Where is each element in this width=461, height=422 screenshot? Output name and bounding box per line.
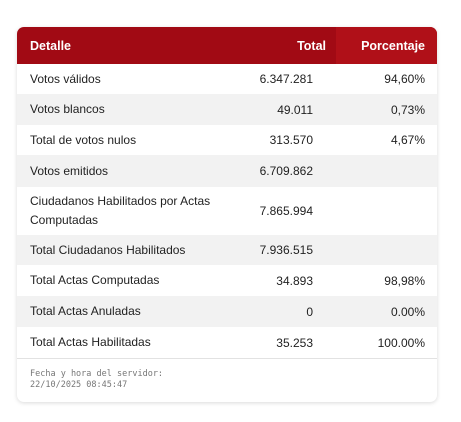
row-total: 7.936.515 bbox=[259, 243, 313, 257]
server-timestamp-value: 22/10/2025 08:45:47 bbox=[30, 380, 128, 390]
header-detail[interactable]: Detalle bbox=[30, 38, 71, 53]
row-total: 7.865.994 bbox=[259, 204, 313, 218]
table-row: Total Actas Computadas 34.893 98,98% bbox=[17, 265, 437, 296]
row-total: 6.709.862 bbox=[259, 164, 313, 178]
row-percent: 4,67% bbox=[390, 133, 425, 147]
row-total: 49.011 bbox=[277, 102, 313, 117]
table-row: Total Ciudadanos Habilitados 7.936.515 bbox=[17, 235, 437, 265]
row-total: 6.347.281 bbox=[259, 72, 313, 86]
header-total[interactable]: Total bbox=[297, 38, 326, 53]
table-header: Detalle Total Porcentaje bbox=[17, 27, 437, 64]
results-table-card: Detalle Total Porcentaje Votos válidos 6… bbox=[17, 27, 437, 402]
row-total: 34.893 bbox=[276, 273, 313, 288]
table-row: Votos válidos 6.347.281 94,60% bbox=[17, 64, 437, 94]
row-label: Votos blancos bbox=[30, 102, 105, 116]
table-row: Votos blancos 49.011 0,73% bbox=[17, 94, 437, 125]
table-row: Total de votos nulos 313.570 4,67% bbox=[17, 125, 437, 155]
table-row: Total Actas Habilitadas 35.253 100.00% bbox=[17, 327, 437, 358]
row-label: Total Ciudadanos Habilitados bbox=[30, 242, 186, 257]
row-label: Total Actas Computadas bbox=[30, 273, 160, 287]
row-total: 313.570 bbox=[269, 133, 313, 147]
server-timestamp-label: Fecha y hora del servidor: bbox=[30, 369, 164, 379]
row-total: 35.253 bbox=[276, 335, 313, 350]
row-percent: 0.00% bbox=[390, 304, 425, 319]
row-label: Total Actas Habilitadas bbox=[30, 335, 151, 349]
table-row: Total Actas Anuladas 0 0.00% bbox=[17, 296, 437, 327]
row-percent: 94,60% bbox=[384, 72, 425, 86]
row-percent: 100.00% bbox=[377, 335, 425, 350]
row-label: Votos emitidos bbox=[30, 163, 109, 178]
row-label: Ciudadanos Habilitados por Actas Computa… bbox=[30, 194, 211, 227]
row-label: Total Actas Anuladas bbox=[30, 304, 141, 318]
row-label: Votos válidos bbox=[30, 71, 101, 86]
row-total: 0 bbox=[306, 304, 313, 319]
row-percent: 0,73% bbox=[390, 102, 425, 117]
header-percent[interactable]: Porcentaje bbox=[336, 27, 437, 64]
row-label: Total de votos nulos bbox=[30, 132, 137, 147]
table-row: Ciudadanos Habilitados por Actas Computa… bbox=[17, 187, 437, 235]
table-row: Votos emitidos 6.709.862 bbox=[17, 155, 437, 187]
server-timestamp: Fecha y hora del servidor: 22/10/2025 08… bbox=[17, 358, 437, 391]
row-percent: 98,98% bbox=[384, 273, 425, 288]
